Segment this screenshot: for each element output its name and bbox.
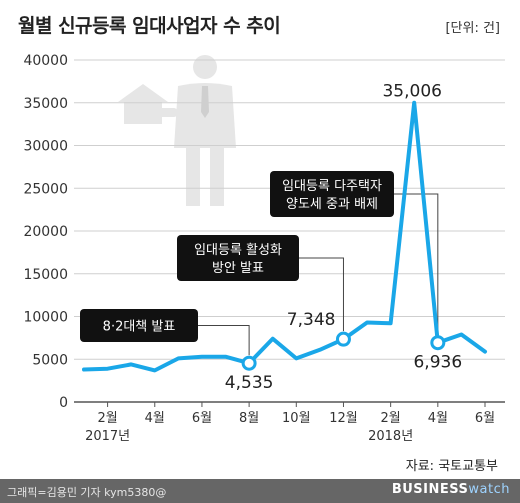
annotation-text: 8·2대책 발표 bbox=[103, 320, 176, 335]
chart-title: 월별 신규등록 임대사업자 수 추이 bbox=[18, 15, 281, 37]
annotation-leader bbox=[394, 193, 439, 335]
y-tick-label: 40000 bbox=[23, 53, 68, 69]
y-axis: 40000 35000 30000 25000 20000 15000 10000 5000 0 bbox=[23, 53, 68, 411]
x-tick-label: 4월 bbox=[145, 411, 165, 426]
x-tick-label: 6월 bbox=[475, 411, 495, 426]
annotation-leaders bbox=[198, 193, 439, 356]
x-tick-label: 4월 bbox=[428, 411, 448, 426]
y-tick-label: 35000 bbox=[23, 96, 68, 112]
data-label: 4,535 bbox=[225, 373, 274, 393]
series-line bbox=[82, 100, 487, 373]
annotation-box bbox=[80, 309, 198, 342]
y-tick-label: 15000 bbox=[23, 267, 68, 283]
x-year-label: 2018년 bbox=[368, 429, 413, 444]
logo-main: BUSINESS bbox=[391, 482, 469, 497]
x-tick-label: 6월 bbox=[192, 411, 212, 426]
footer-bar: 그래픽=김용민 기자 kym5380@ BUSINESSwatch bbox=[0, 479, 520, 503]
annotation-text: 방안 발표 bbox=[212, 261, 264, 276]
source-label: 자료: 국토교통부 bbox=[405, 459, 498, 474]
data-labels: 4,535 7,348 35,006 6,936 bbox=[225, 82, 462, 394]
graphic-credit: 그래픽=김용민 기자 kym5380@ bbox=[7, 486, 167, 499]
data-point-marker bbox=[335, 331, 351, 347]
landlord-illustration bbox=[118, 55, 236, 206]
brand-logo: BUSINESSwatch bbox=[392, 482, 510, 497]
data-label: 6,936 bbox=[413, 353, 462, 373]
x-tick-label: 2월 bbox=[381, 411, 401, 426]
annotation-text: 양도세 중과 배제 bbox=[286, 197, 378, 212]
data-point-marker bbox=[430, 335, 446, 351]
annotation-leader bbox=[198, 325, 250, 356]
annotation-box bbox=[177, 235, 299, 281]
annotation-text: 임대등록 다주택자 bbox=[282, 179, 382, 194]
x-tick-label: 10월 bbox=[282, 411, 311, 426]
annotation-text: 임대등록 활성화 bbox=[194, 243, 282, 258]
y-tick-label: 0 bbox=[59, 395, 68, 411]
x-year-label: 2017년 bbox=[85, 429, 130, 444]
data-markers bbox=[241, 331, 446, 371]
logo-sub: watch bbox=[468, 482, 510, 497]
x-tick-label: 12월 bbox=[329, 411, 358, 426]
data-label: 7,348 bbox=[287, 310, 336, 330]
x-tick-label: 8월 bbox=[239, 411, 259, 426]
y-tick-label: 5000 bbox=[32, 352, 68, 368]
data-label: 35,006 bbox=[382, 82, 441, 102]
x-axis: 2월 2017년 4월 6월 8월 10월 12월 2월 2018년 4월 6월 bbox=[74, 401, 505, 444]
y-tick-label: 30000 bbox=[23, 139, 68, 155]
annotation-box bbox=[270, 171, 394, 217]
unit-label: [단위: 건] bbox=[445, 21, 500, 36]
y-tick-label: 20000 bbox=[23, 224, 68, 240]
data-point-marker bbox=[241, 355, 257, 371]
line-chart: 40000 35000 30000 25000 20000 15000 10000 5000 0… bbox=[23, 53, 505, 444]
y-tick-label: 10000 bbox=[23, 310, 68, 326]
annotation-leader bbox=[299, 257, 344, 332]
y-tick-label: 25000 bbox=[23, 181, 68, 197]
x-tick-label: 2월 bbox=[97, 411, 117, 426]
